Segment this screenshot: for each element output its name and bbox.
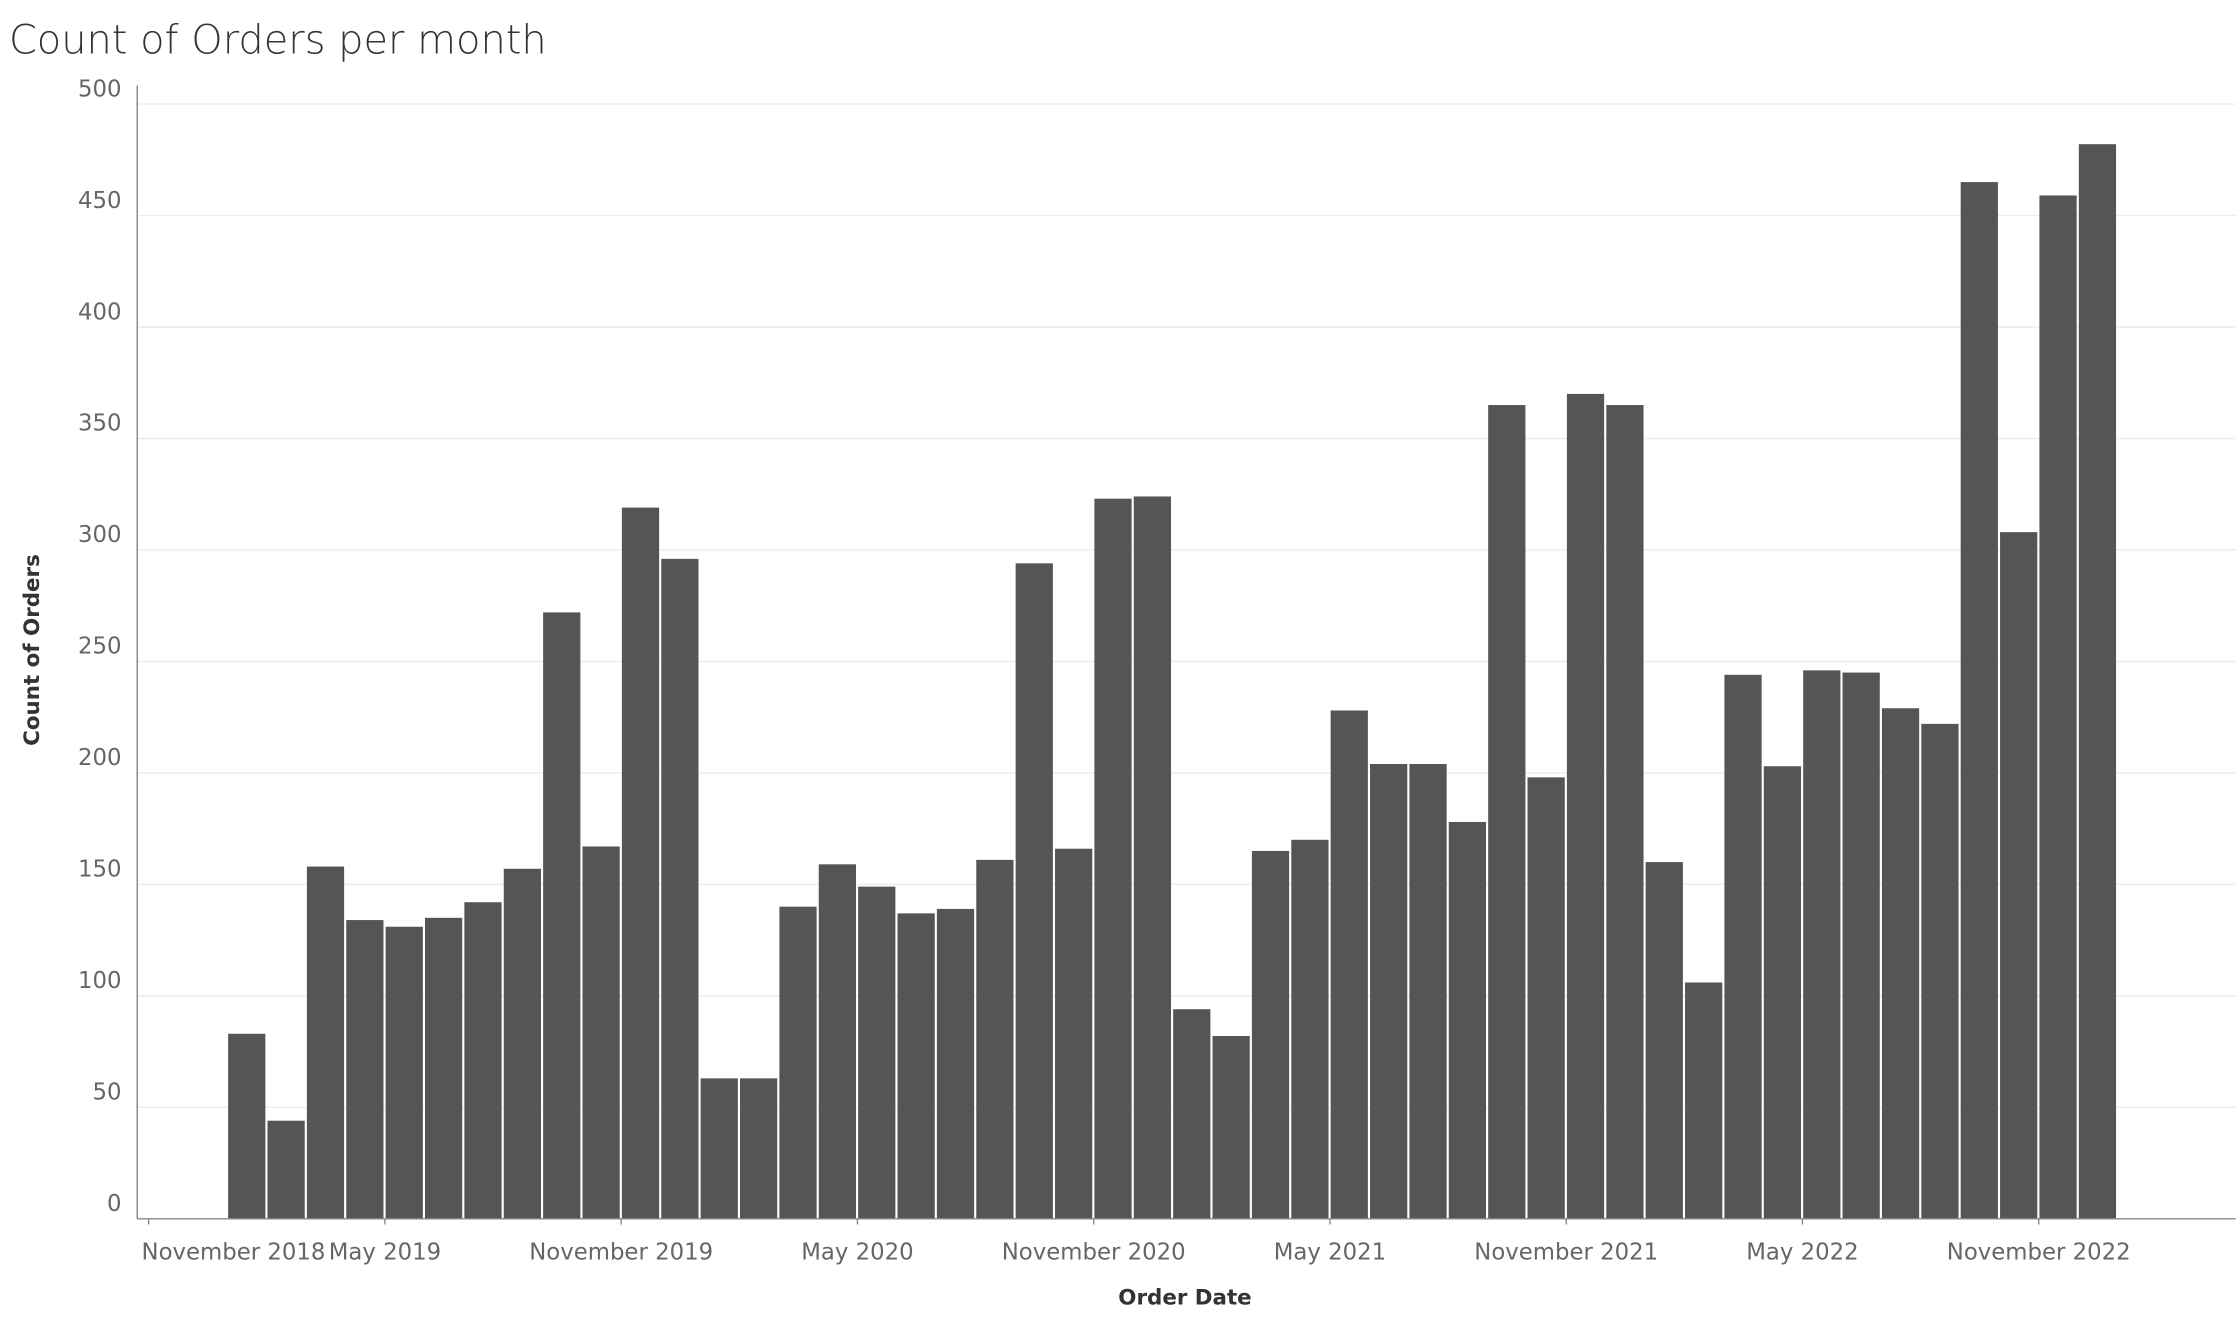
y-tick-label: 300: [78, 522, 122, 548]
bar: [1251, 850, 1290, 1219]
bar: [464, 902, 502, 1219]
bar: [897, 913, 935, 1219]
y-tick-label: 150: [78, 857, 122, 883]
y-tick-label: 250: [78, 634, 122, 660]
y-tick-label: 100: [78, 968, 122, 994]
bar: [228, 1033, 266, 1219]
bar: [1133, 496, 1172, 1219]
x-tick-label: May 2020: [801, 1240, 913, 1266]
bar: [543, 612, 581, 1219]
bar: [1291, 839, 1329, 1219]
x-axis-title: Order Date: [1118, 1286, 1251, 1311]
bar: [1960, 182, 1998, 1219]
x-tick-label: November 2021: [1474, 1240, 1658, 1266]
bar: [621, 507, 660, 1219]
x-tick-label: May 2021: [1274, 1240, 1386, 1266]
x-tick-label: November 2019: [529, 1240, 713, 1266]
bar: [700, 1078, 738, 1219]
y-tick-label: 50: [93, 1080, 122, 1106]
y-tick-label: 400: [78, 299, 122, 325]
bar: [582, 846, 620, 1219]
bar: [2078, 144, 2117, 1219]
x-tick-label: November 2022: [1947, 1240, 2131, 1266]
bar: [1685, 982, 1723, 1219]
bar: [936, 908, 975, 1219]
bar: [1566, 393, 1605, 1219]
bar: [306, 866, 345, 1219]
bar: [1645, 862, 1683, 1219]
y-tick-label: 500: [78, 76, 122, 102]
bar: [1173, 1009, 1211, 1219]
x-tick-label: May 2022: [1746, 1240, 1858, 1266]
bar: [1330, 710, 1368, 1219]
bar: [1881, 708, 1920, 1219]
bar: [1409, 763, 1447, 1219]
chart-title: Count of Orders per month: [9, 17, 547, 63]
bar: [385, 926, 423, 1219]
bar: [346, 920, 384, 1219]
bar: [1803, 670, 1841, 1219]
bar: [1606, 405, 1644, 1219]
y-tick-label: 350: [78, 411, 122, 437]
bar: [1488, 405, 1526, 1219]
bar: [1094, 498, 1132, 1219]
bar: [1724, 674, 1762, 1219]
bar: [661, 558, 699, 1219]
bar: [1763, 766, 1802, 1219]
bar: [976, 859, 1014, 1219]
y-tick-label: 0: [107, 1191, 122, 1217]
bar: [267, 1120, 305, 1219]
axes: 0 50 100 150 200 250 300 350 400 450 500 November 2…: [78, 76, 2236, 1266]
bar: [1448, 821, 1487, 1219]
y-axis-title: Count of Orders: [20, 554, 45, 746]
bar: [2039, 195, 2077, 1219]
x-tick-label: November 2018: [142, 1240, 326, 1266]
bars: [228, 144, 2117, 1219]
bar: [779, 906, 817, 1219]
y-tick-label: 450: [78, 188, 122, 214]
bar: [2000, 532, 2038, 1219]
bar: [1842, 672, 1880, 1219]
bar: [1527, 777, 1565, 1219]
bar: [1055, 848, 1093, 1219]
x-tick-label: May 2019: [329, 1240, 441, 1266]
bar: [1921, 723, 1959, 1219]
bar: [425, 917, 463, 1219]
bar: [858, 886, 896, 1219]
bar: [1015, 563, 1053, 1219]
x-tick-label: November 2020: [1002, 1240, 1186, 1266]
y-tick-label: 200: [78, 745, 122, 771]
bar: [740, 1078, 778, 1219]
bar: [818, 864, 857, 1219]
bar: [503, 868, 541, 1219]
bar: [1370, 763, 1408, 1219]
bar: [1212, 1035, 1250, 1219]
